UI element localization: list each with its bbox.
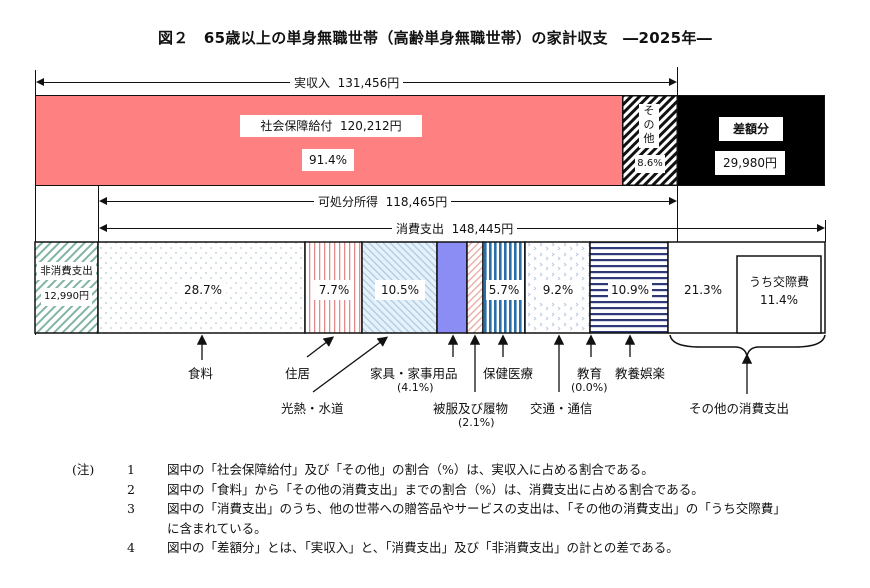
difference-amount: 29,980円 [715, 151, 785, 175]
disposable-label-text: 可処分所得 [318, 195, 379, 209]
other-char-2: の [643, 118, 655, 131]
consumption-amount: 148,445円 [451, 222, 514, 236]
note-text: 図中の「食料」から「その他の消費支出」までの割合（%）は、消費支出に占める割合で… [167, 481, 704, 497]
note-number [127, 519, 167, 539]
income-amount: 131,456円 [337, 76, 400, 90]
income-left-tick [35, 70, 36, 95]
consumption-label-text: 消費支出 [396, 222, 445, 236]
housing-percent: 7.7% [314, 280, 354, 300]
arrow-right-icon [669, 197, 677, 205]
furniture-segment [436, 241, 468, 334]
health-percent: 5.7% [486, 280, 522, 300]
label-clothing: 被服及び履物 [433, 401, 509, 416]
other-income-label: そ の 他 [639, 104, 659, 148]
note-number: 2 [127, 481, 135, 497]
note-text: 図中の「消費支出」のうち、他の世帯への贈答品やサービスの支出は、「その他の消費支… [167, 501, 786, 516]
label-other-consumption: その他の消費支出 [689, 401, 790, 416]
income-label: 実収入 131,456円 [290, 73, 404, 92]
arrow-left-icon [99, 197, 107, 205]
other-income-percent: 8.6% [635, 155, 665, 173]
note-row: 3 図中の「消費支出」のうち、他の世帯への贈答品やサービスの支出は、「その他の消費… [72, 499, 786, 519]
note-row: に含まれている。 [72, 519, 786, 539]
arrow-left-icon [99, 224, 107, 232]
consumption-label: 消費支出 148,445円 [392, 219, 518, 238]
label-housing: 住居 [285, 366, 311, 381]
category-pointers [196, 334, 826, 394]
label-culture: 教養娯楽 [615, 366, 666, 381]
label-food: 食料 [188, 366, 214, 381]
social-expense-subbox [736, 255, 822, 334]
clothing-percent: (2.1%) [458, 416, 495, 429]
clothing-segment [466, 241, 484, 334]
social-security-percent: 91.4% [302, 149, 354, 171]
chart-title: 図２ 65歳以上の単身無職世帯（高齢単身無職世帯）の家計収支 ―2025年― [157, 29, 713, 47]
note-number: 1 [127, 462, 135, 477]
furniture-percent: (4.1%) [397, 381, 434, 394]
notes-prefix: (注) [72, 462, 95, 477]
note-number: 4 [127, 540, 135, 555]
social-expense-label: うち交際費 [748, 275, 809, 289]
arrow-right-icon [817, 224, 825, 232]
transport-percent: 9.2% [536, 280, 580, 300]
other-char-1: そ [643, 104, 655, 117]
other-consumption-percent: 21.3% [680, 280, 726, 300]
disposable-amount: 118,465円 [385, 195, 448, 209]
social-security-segment [35, 95, 623, 186]
arrow-right-icon [669, 78, 677, 86]
label-furniture: 家具・家事用品 [370, 366, 458, 381]
label-utilities: 光熱・水道 [281, 401, 344, 416]
other-char-3: 他 [643, 132, 655, 145]
income-label-text: 実収入 [294, 76, 331, 90]
culture-percent: 10.9% [608, 280, 652, 300]
social-security-amount: 120,212円 [340, 119, 402, 133]
social-expense-percent: 11.4% [759, 293, 799, 307]
label-education: 教育 [577, 366, 603, 381]
social-security-label: 社会保障給付 120,212円 [240, 115, 422, 137]
disposable-left-tick [98, 185, 99, 242]
note-row: (注) 1 図中の「社会保障給付」及び「その他」の割合（%）は、実収入に占める割合で… [72, 460, 786, 480]
education-percent: (0.0%) [571, 381, 608, 394]
non-consumption-label: 非消費支出 [37, 262, 96, 280]
utilities-percent: 10.5% [375, 280, 425, 300]
note-text: 図中の「差額分」とは、「実収入」と、「消費支出」及び「非消費支出」の計との差であ… [167, 540, 679, 555]
consumption-right-tick [825, 220, 826, 242]
non-consumption-amount: 12,990円 [41, 288, 92, 306]
disposable-label: 可処分所得 118,465円 [314, 192, 452, 211]
note-text: に含まれている。 [167, 520, 267, 536]
note-row: 2 図中の「食料」から「その他の消費支出」までの割合（%）は、消費支出に占める割合… [72, 480, 786, 500]
notes: (注) 1 図中の「社会保障給付」及び「その他」の割合（%）は、実収入に占める割合で… [72, 460, 786, 558]
note-text: 図中の「社会保障給付」及び「その他」の割合（%）は、実収入に占める割合である。 [167, 462, 654, 477]
label-health: 保健医療 [483, 366, 534, 381]
social-security-name: 社会保障給付 [260, 119, 333, 133]
arrow-left-icon [36, 78, 44, 86]
food-percent: 28.7% [180, 280, 226, 300]
note-row: 4 図中の「差額分」とは、「実収入」と、「消費支出」及び「非消費支出」の計との差で… [72, 538, 786, 558]
non-consumption-segment [34, 241, 99, 334]
difference-label: 差額分 [719, 117, 783, 141]
note-number: 3 [127, 501, 135, 516]
label-transport: 交通・通信 [530, 401, 593, 416]
